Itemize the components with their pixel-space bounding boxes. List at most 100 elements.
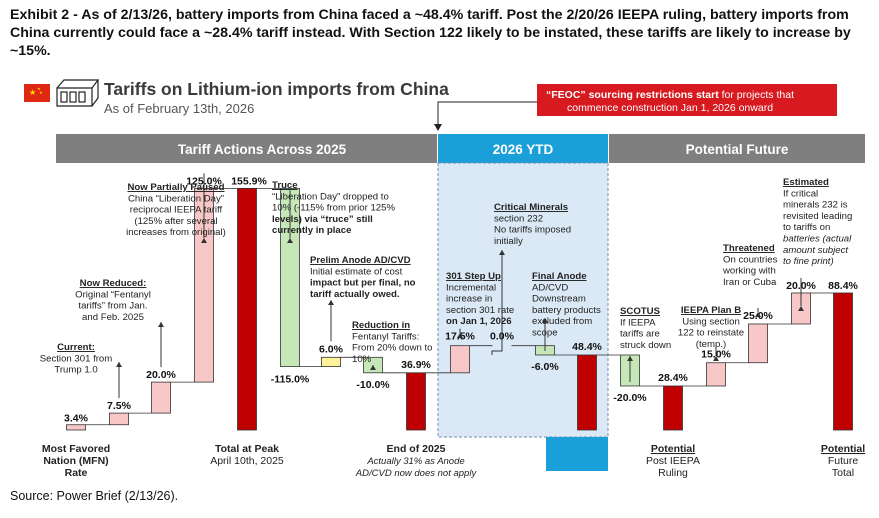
annotation-estimated-line-2: minerals 232 is (783, 200, 848, 211)
leader-arrow-12 (755, 312, 761, 317)
annotation-now-paused-line-4: increases from original) (126, 227, 226, 238)
svg-text:★: ★ (39, 90, 43, 95)
xlabel-future-1: Future (828, 455, 859, 467)
value-label-12: 48.4% (572, 341, 602, 353)
annotation-fentanyl-reduction-line-2: From 20% down to (352, 343, 433, 354)
annotation-threatened-line-0: Threatened (723, 243, 775, 254)
annotation-critical-minerals-line-0: Critical Minerals (494, 202, 568, 213)
annotation-truce-line-2: 10% (-115% from prior 125% (272, 203, 395, 214)
value-label-0: 3.4% (64, 413, 89, 425)
value-label-4: 155.9% (231, 175, 267, 187)
xlabel-post_ieepa-0: Potential (651, 443, 695, 455)
annotation-threatened-line-2: working with (722, 266, 776, 277)
annotation-step-up-301-line-3: section 301 rate (446, 305, 514, 316)
annotation-critical-minerals-line-3: initially (494, 236, 523, 247)
annotation-estimated-line-5: batteries (actual (783, 234, 852, 245)
annotation-step-up-301-line-2: increase in (446, 294, 492, 305)
annotation-ieepa-plan-b-line-2: 122 to reinstate (678, 328, 744, 339)
leader-arrow-5 (328, 300, 334, 305)
feoc-bold: “FEOC” sourcing restrictions start (546, 89, 719, 101)
leader-arrow-9 (542, 318, 548, 323)
bar-6 (321, 356, 341, 368)
annotation-now-paused-line-0: Now Partially Paused (127, 182, 224, 193)
annotation-ieepa-plan-b-line-0: IEEPA Plan B (681, 305, 741, 316)
annotation-threatened-line-3: Iran or Cuba (723, 277, 777, 288)
bar-9 (450, 345, 470, 374)
value-label-1: 7.5% (107, 400, 132, 412)
bar-16 (748, 323, 768, 364)
annotation-fentanyl-reduction-line-0: Reduction in (352, 320, 410, 331)
annotation-final-anode-line-5: scope (532, 328, 558, 339)
battery-box-icon (56, 79, 100, 107)
svg-text:★: ★ (29, 88, 36, 97)
annotation-estimated-line-7: to fine print) (783, 256, 834, 267)
value-label-8: 36.9% (401, 359, 431, 371)
annotation-now-reduced-line-3: and Feb. 2025 (82, 312, 144, 323)
bar-5 (280, 187, 300, 368)
annotation-final-anode-line-4: excluded from (532, 316, 592, 327)
annotation-now-paused-line-3: (125% after several (134, 216, 217, 227)
annotation-estimated-line-0: Estimated (783, 177, 829, 188)
svg-text:“FEOC” sourcing restrictions s: “FEOC” sourcing restrictions start for p… (546, 89, 794, 101)
svg-text:★: ★ (37, 86, 41, 91)
xlabel-end2025-0: End of 2025 (387, 443, 446, 455)
bar-2 (151, 381, 171, 414)
annotation-step-up-301-line-1: Incremental (446, 282, 496, 293)
annotation-truce-line-1: “Liberation Day” dropped to (272, 191, 389, 202)
annotation-estimated-line-3: revisited leading (783, 211, 852, 222)
annotation-final-anode-line-1: AD/CVD (532, 282, 568, 293)
source-note: Source: Power Brief (2/13/26). (10, 489, 179, 503)
annotation-prelim-anode-line-3: tariff actually owed. (310, 289, 400, 300)
annotation-now-reduced-line-2: tariffs” from Jan. (78, 301, 147, 312)
section-2025: Tariff Actions Across 2025 (178, 142, 347, 157)
annotation-now-paused-line-1: China “Liberation Day” (128, 193, 224, 204)
annotation-critical-minerals-line-1: section 232 (494, 213, 543, 224)
annotation-scotus-line-2: tariffs are (620, 329, 660, 340)
annotation-final-anode-line-3: battery products (532, 305, 601, 316)
value-label-5: -115.0% (271, 374, 310, 386)
annotation-estimated-line-6: amount subject (783, 245, 848, 256)
annotation-estimated-line-4: to tariffs on (783, 222, 830, 233)
feoc-rest: for projects that (719, 89, 794, 101)
annotation-critical-minerals-line-2: No tariffs imposed (494, 225, 571, 236)
annotation-now-reduced-line-1: Original “Fentanyl (75, 289, 151, 300)
xlabel-future-0: Potential (821, 443, 865, 455)
annotation-final-anode-line-0: Final Anode (532, 271, 587, 282)
xlabel-mfn-2: Rate (65, 467, 88, 479)
annotation-current-line-2: Trump 1.0 (54, 365, 97, 376)
bar-1 (109, 412, 129, 426)
leader-arrow-10 (627, 356, 633, 361)
value-label-14: 28.4% (658, 372, 688, 384)
feoc-callout: “FEOC” sourcing restrictions start for p… (434, 84, 837, 131)
bar-18 (833, 292, 853, 431)
value-label-11: -6.0% (531, 361, 559, 373)
leader-arrow-13 (798, 306, 804, 311)
xlabel-future-2: Total (832, 467, 854, 479)
present-day-box (546, 437, 608, 471)
bar-14 (663, 385, 683, 431)
leader-arrow-3 (201, 238, 207, 243)
annotation-scotus-line-0: SCOTUS (620, 306, 661, 317)
xlabel-post_ieepa-2: Ruling (658, 467, 688, 479)
annotation-prelim-anode-line-0: Prelim Anode AD/CVD (310, 255, 411, 266)
xlabel-post_ieepa-1: Post IEEPA (646, 455, 700, 467)
annotation-truce-line-0: Truce (272, 180, 298, 191)
chart-title: Tariffs on Lithium-ion imports from Chin… (104, 79, 449, 99)
china-flag-icon: ★ ★ ★ (24, 84, 50, 102)
annotation-ieepa-plan-b-line-3: (temp.) (696, 339, 726, 350)
annotation-final-anode-line-2: Downstream (532, 294, 586, 305)
feoc-line2: commence construction Jan 1, 2026 onward (567, 102, 773, 114)
annotation-fentanyl-reduction-line-1: Fentanyl Tariffs: (352, 331, 419, 342)
annotation-estimated-line-1: If critical (783, 188, 818, 199)
leader-elbow (491, 250, 503, 355)
value-label-18: 88.4% (828, 280, 858, 292)
